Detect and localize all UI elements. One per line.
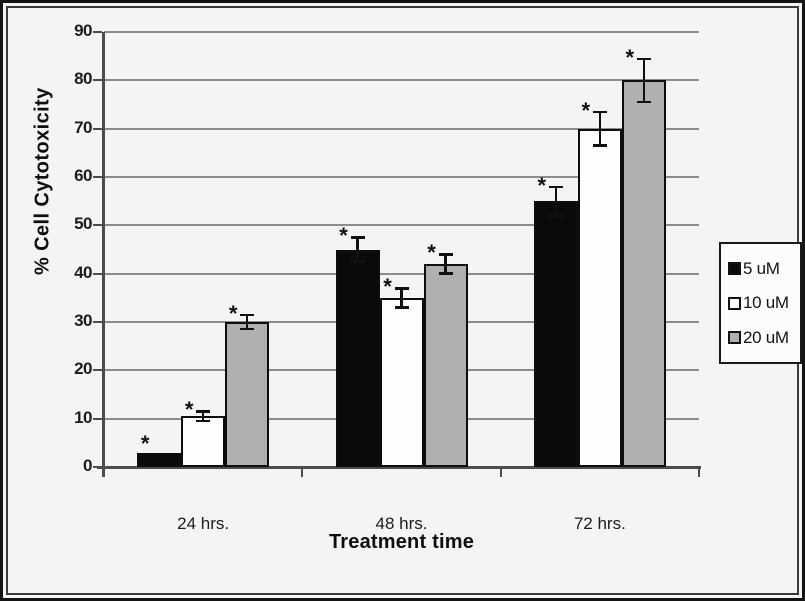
y-axis-line [102, 32, 105, 477]
error-bar-cap-bottom [548, 214, 563, 217]
legend-swatch-icon [728, 296, 741, 310]
x-category-label: 48 hrs. [375, 514, 428, 533]
bar-10uM-48 [379, 297, 424, 467]
error-bar-cap-top [438, 253, 453, 256]
bar-5uM-72 [533, 201, 578, 467]
legend-label: 10 uM [743, 293, 789, 312]
bar-20uM-72 [621, 80, 666, 467]
x-axis-title: Treatment time [328, 531, 475, 553]
significance-asterisk: * [140, 430, 150, 456]
gridline-40 [104, 272, 699, 275]
y-axis-tick-40 [93, 272, 102, 275]
legend-item: 5 uM [728, 259, 800, 279]
significance-asterisk: * [184, 397, 194, 423]
bar-5uM-48 [335, 249, 380, 467]
error-bar-cap-top [636, 57, 651, 61]
y-tick-label-80: 80 [74, 69, 92, 89]
significance-asterisk: * [427, 240, 436, 266]
error-bar [554, 186, 558, 216]
y-tick-label-10: 10 [74, 407, 92, 427]
gridline-60 [104, 176, 699, 178]
x-category-label: 72 hrs. [573, 514, 626, 533]
error-bar-cap-bottom [350, 260, 365, 263]
error-bar [598, 111, 602, 146]
error-bar-cap-bottom [240, 327, 255, 331]
error-bar [642, 58, 646, 103]
x-axis-tick-0 [103, 468, 105, 477]
x-axis-line [97, 466, 701, 469]
x-axis-tick-1 [301, 468, 304, 477]
y-axis-tick-90 [93, 31, 102, 33]
error-bar-cap-top [548, 185, 563, 189]
significance-asterisk: * [625, 44, 635, 70]
y-axis-tick-30 [93, 321, 102, 323]
legend: 5 uM 10 uM 20 uM [719, 242, 802, 364]
y-axis-tick-20 [93, 369, 102, 372]
y-tick-label-50: 50 [74, 214, 92, 234]
bar-20uM-24 [225, 322, 270, 467]
y-tick-label-90: 90 [74, 21, 92, 40]
significance-asterisk: * [228, 300, 238, 326]
error-bar-cap-bottom [394, 306, 409, 309]
error-bar-cap-top [350, 236, 365, 239]
y-tick-label-0: 0 [83, 456, 92, 475]
significance-asterisk: * [581, 97, 591, 123]
error-bar-cap-top [196, 410, 211, 413]
significance-asterisk: * [339, 223, 348, 249]
significance-asterisk: * [383, 274, 392, 300]
x-axis-tick-2 [499, 468, 502, 477]
error-bar [245, 314, 249, 330]
y-axis-tick-10 [93, 417, 102, 420]
y-axis-tick-80 [93, 79, 102, 82]
gridline-70 [104, 127, 699, 130]
error-bar [400, 288, 403, 308]
legend-swatch-icon [728, 262, 741, 275]
y-tick-label-30: 30 [74, 311, 92, 330]
error-bar-cap-bottom [636, 100, 651, 104]
legend-swatch-icon [728, 331, 741, 344]
error-bar-cap-bottom [438, 272, 453, 275]
error-bar-cap-top [240, 313, 255, 317]
bar-20uM-48 [423, 264, 468, 467]
gridline-90 [104, 31, 699, 33]
error-bar-cap-bottom [196, 419, 211, 423]
error-bar [201, 411, 205, 422]
y-tick-label-60: 60 [74, 166, 92, 185]
error-bar-cap-bottom [592, 144, 607, 147]
y-tick-label-20: 20 [74, 359, 92, 379]
y-tick-label-40: 40 [74, 262, 92, 282]
plot-area: 0 10 20 30 40 50 60 70 80 90 * * * * * * * * * 24 hrs. 48 hr… [74, 21, 701, 533]
bar-10uM-24 [181, 416, 226, 467]
legend-item: 10 uM [728, 293, 800, 313]
legend-item: 20 uM [728, 328, 800, 348]
y-tick-label-70: 70 [74, 117, 92, 137]
gridline-80 [104, 79, 699, 82]
error-bar-cap-top [592, 110, 607, 114]
y-axis-tick-70 [93, 127, 102, 130]
legend-label: 20 uM [743, 327, 789, 347]
y-axis-tick-60 [93, 176, 102, 178]
gridline-50 [104, 224, 699, 227]
x-category-label: 24 hrs. [177, 514, 230, 533]
bar-5uM-24 [137, 452, 182, 467]
significance-asterisk: * [537, 172, 547, 198]
y-axis-tick-50 [93, 224, 102, 227]
legend-label: 5 uM [743, 258, 780, 278]
x-axis-tick-3 [698, 468, 700, 477]
error-bar-cap-top [394, 287, 409, 290]
bar-10uM-72 [577, 128, 622, 467]
error-bar [356, 237, 359, 262]
error-bar [444, 254, 447, 274]
